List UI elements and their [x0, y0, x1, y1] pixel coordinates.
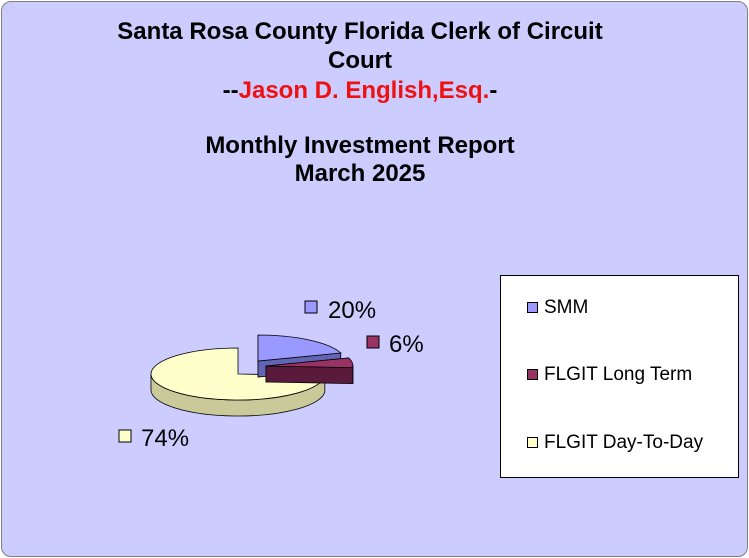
data-label-swatch-flgit-long-term	[366, 335, 380, 349]
data-label-swatch-flgit-day-to-day	[118, 429, 132, 443]
legend-swatch-flgit-long-term	[527, 369, 538, 380]
data-label-swatch-smm	[304, 300, 318, 314]
legend-swatch-smm	[527, 302, 538, 313]
subtitle-line-2: March 2025	[294, 160, 426, 187]
slice-flgit-day-to-day	[150, 347, 326, 417]
slice-top-flgit-long-term	[265, 357, 354, 369]
slice-top-flgit-day-to-day	[150, 347, 326, 401]
legend: SMM FLGIT Long Term FLGIT Day-To-Day	[500, 275, 739, 478]
legend-label-flgit-long-term: FLGIT Long Term	[544, 364, 693, 385]
slice-cut-flgit-long-term	[265, 365, 354, 385]
legend-swatch-flgit-day-to-day	[527, 437, 538, 448]
clerk-prefix: --	[222, 77, 239, 104]
legend-label-smm: SMM	[544, 297, 589, 318]
clerk-name: Jason D. English,Esq.	[238, 77, 490, 104]
subtitle-line-1: Monthly Investment Report	[205, 132, 515, 159]
clerk-line: --Jason D. English,Esq.-	[80, 76, 640, 105]
slice-flgit-long-term	[265, 357, 354, 385]
data-label-smm: 20%	[328, 297, 376, 324]
legend-label-flgit-day-to-day: FLGIT Day-To-Day	[544, 432, 704, 453]
chart-subtitle: Monthly Investment Report March 2025	[80, 132, 640, 188]
data-label-flgit-long-term: 6%	[389, 331, 424, 358]
clerk-suffix: -	[489, 77, 498, 104]
title-line-1: Santa Rosa County Florida Clerk of Circu…	[117, 18, 603, 45]
data-label-flgit-day-to-day: 74%	[141, 425, 189, 452]
title-line-2: Court	[328, 47, 392, 74]
slice-top-smm	[257, 334, 342, 362]
chart-title: Santa Rosa County Florida Clerk of Circu…	[80, 17, 640, 75]
